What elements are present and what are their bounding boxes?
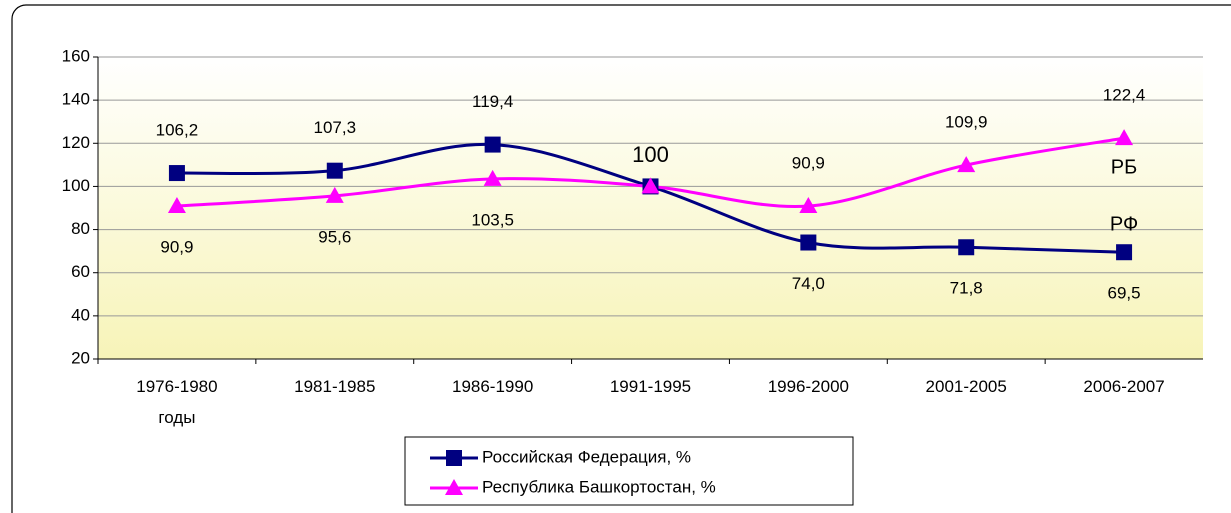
x-tick-label: 1996-2000 <box>768 377 849 396</box>
data-label: 119,4 <box>472 92 513 111</box>
x-tick-label: 2006-2007 <box>1083 377 1164 396</box>
marker <box>799 197 818 214</box>
data-label: 74,0 <box>792 274 825 293</box>
data-label: 100 <box>632 142 669 167</box>
data-label: 69,5 <box>1108 284 1141 303</box>
y-tick-label: 40 <box>71 305 90 324</box>
data-label: 122,4 <box>1103 86 1146 105</box>
data-label: 95,6 <box>318 227 351 246</box>
x-tick-label: 1976-1980 годы <box>136 377 217 427</box>
marker <box>326 162 343 179</box>
marker <box>957 156 976 173</box>
y-tick-label: 100 <box>62 176 90 195</box>
marker <box>800 234 817 251</box>
data-label: 90,9 <box>792 154 825 173</box>
marker <box>958 239 975 256</box>
data-label: 103,5 <box>471 210 514 229</box>
x-tick-label: 1991-1995 <box>610 377 691 396</box>
y-tick-label: 80 <box>71 219 90 238</box>
marker <box>168 165 185 182</box>
data-label: 106,2 <box>156 121 199 140</box>
x-tick-label: 2001-2005 <box>926 377 1007 396</box>
marker <box>1116 244 1133 261</box>
data-label: 107,3 <box>314 118 357 137</box>
marker <box>446 450 462 466</box>
marker <box>445 479 463 495</box>
legend-label: Российская Федерация, % <box>482 447 691 466</box>
legend-box <box>404 436 854 506</box>
legend: Российская Федерация, % Республика Башкор… <box>404 436 854 506</box>
annotation: РБ <box>1111 156 1137 178</box>
y-tick-label: 140 <box>62 90 90 109</box>
y-tick-label: 20 <box>71 348 90 367</box>
marker <box>641 177 660 194</box>
marker <box>167 197 186 214</box>
x-tick-label: 1986-1990 <box>452 377 533 396</box>
x-tick-label: 1981-1985 <box>294 377 375 396</box>
marker <box>484 136 501 153</box>
marker <box>325 186 344 203</box>
y-tick-label: 60 <box>71 262 90 281</box>
legend-label: Республика Башкортостан, % <box>482 477 716 496</box>
plot-area <box>98 57 1203 359</box>
marker <box>483 169 502 186</box>
data-label: 71,8 <box>950 279 983 298</box>
y-tick-label: 120 <box>62 133 90 152</box>
data-label: 109,9 <box>945 113 988 132</box>
annotation: РФ <box>1110 213 1138 235</box>
y-tick-label: 160 <box>62 46 90 65</box>
marker <box>1115 129 1134 146</box>
data-label: 90,9 <box>160 238 193 257</box>
